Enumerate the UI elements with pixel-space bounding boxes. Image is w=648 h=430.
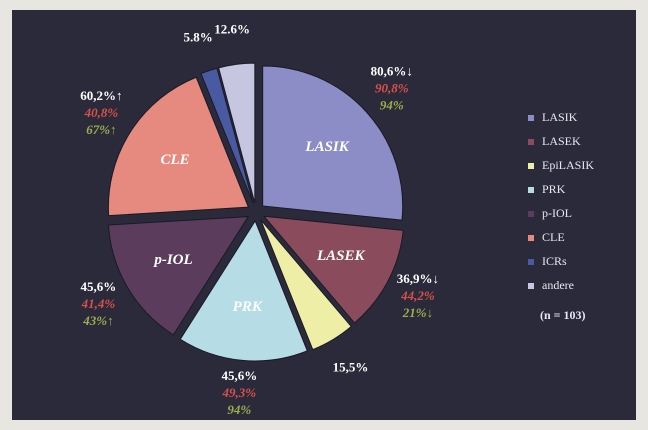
slice-label: PRK xyxy=(233,299,263,315)
pie: LASIK 80,6%↓ 90,8% 94% LASEK 36,9%↓ 44,2% 21%↓ 1… xyxy=(80,22,439,418)
comparison-label: 94% xyxy=(380,97,404,112)
legend: LASIK LASEK EpiLASIK PRK p-IOL CLE ICRs andere xyxy=(528,110,594,292)
legend-label: LASIK xyxy=(542,110,578,124)
pie-slice xyxy=(107,216,250,336)
comparison-label: 44,2% xyxy=(400,288,435,303)
value-label: 12.6% xyxy=(214,22,250,37)
pie-slice xyxy=(218,62,256,204)
value-label: 15,5% xyxy=(333,360,369,375)
slice-label: CLE xyxy=(160,152,189,168)
legend-swatch xyxy=(528,187,534,193)
pie-slice xyxy=(107,76,250,217)
legend-label: p-IOL xyxy=(542,206,572,220)
comparison-label: 67%↑ xyxy=(86,122,116,137)
pie-slice xyxy=(262,65,404,221)
value-label: 36,9%↓ xyxy=(397,271,439,286)
legend-label: PRK xyxy=(542,182,566,196)
legend-label: ICRs xyxy=(542,254,567,268)
value-label: 45,6% xyxy=(221,368,257,383)
pie-slice xyxy=(262,215,404,324)
value-label: 45,6% xyxy=(81,279,117,294)
value-label: 60,2%↑ xyxy=(80,88,122,103)
legend-label: CLE xyxy=(542,230,565,244)
slice-label: p-IOL xyxy=(152,252,192,268)
slice-label: LASIK xyxy=(304,139,349,155)
comparison-label: 49,3% xyxy=(222,385,257,400)
legend-label: EpiLASIK xyxy=(542,158,594,172)
note: (n = 103) xyxy=(540,308,586,322)
pie-slice xyxy=(200,67,254,204)
legend-swatch xyxy=(528,163,534,169)
slice-label: LASEK xyxy=(316,248,366,264)
pie-slice xyxy=(260,219,352,351)
value-label: 5.8% xyxy=(184,29,213,44)
value-label: 80,6%↓ xyxy=(371,63,413,78)
comparison-label: 40,8% xyxy=(84,105,119,120)
legend-label: LASEK xyxy=(542,134,581,148)
legend-swatch xyxy=(528,139,534,145)
pie-slice xyxy=(179,219,308,362)
comparison-label: 90,8% xyxy=(375,80,409,95)
legend-swatch xyxy=(528,211,534,217)
legend-label: andere xyxy=(542,278,574,292)
comparison-label: 41,4% xyxy=(81,296,116,311)
comparison-label: 94% xyxy=(227,402,251,417)
comparison-label: 21%↓ xyxy=(402,305,433,320)
legend-swatch xyxy=(528,235,534,241)
legend-swatch xyxy=(528,259,534,265)
legend-swatch xyxy=(528,283,534,289)
comparison-label: 43%↑ xyxy=(82,313,113,328)
legend-swatch xyxy=(528,115,534,121)
